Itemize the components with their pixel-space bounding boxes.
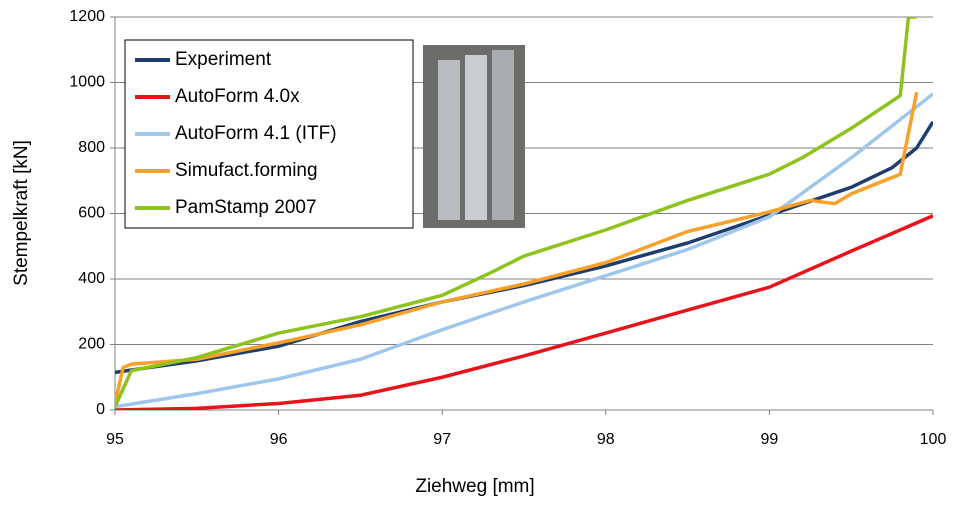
legend-label: Simufact.forming xyxy=(175,160,318,181)
x-axis-label: Ziehweg [mm] xyxy=(415,476,534,497)
y-tick-label: 200 xyxy=(78,336,105,353)
y-axis-label: Stempelkraft [kN] xyxy=(11,140,32,286)
photo xyxy=(423,45,525,228)
x-tick-label: 95 xyxy=(106,431,124,448)
legend-label: PamStamp 2007 xyxy=(175,197,317,218)
x-tick-label: 100 xyxy=(920,431,947,448)
y-tick-label: 600 xyxy=(78,205,105,222)
legend xyxy=(124,39,414,229)
series-line xyxy=(115,91,919,404)
y-tick-label: 400 xyxy=(78,270,105,287)
series-line xyxy=(115,17,917,408)
y-tick-label: 1000 xyxy=(69,74,105,91)
y-tick-label: 0 xyxy=(96,401,105,418)
series-line xyxy=(115,214,933,410)
x-tick-label: 96 xyxy=(270,431,288,448)
legend-label: Experiment xyxy=(175,49,272,70)
x-tick-label: 98 xyxy=(597,431,615,448)
x-tick-label: 99 xyxy=(761,431,779,448)
series-line xyxy=(115,92,933,409)
series-line xyxy=(115,120,933,375)
x-tick-label: 97 xyxy=(433,431,451,448)
legend-label: AutoForm 4.1 (ITF) xyxy=(175,123,337,144)
y-tick-label: 800 xyxy=(78,139,105,156)
legend-label: AutoForm 4.0x xyxy=(175,86,300,107)
y-tick-label: 1200 xyxy=(69,8,105,25)
